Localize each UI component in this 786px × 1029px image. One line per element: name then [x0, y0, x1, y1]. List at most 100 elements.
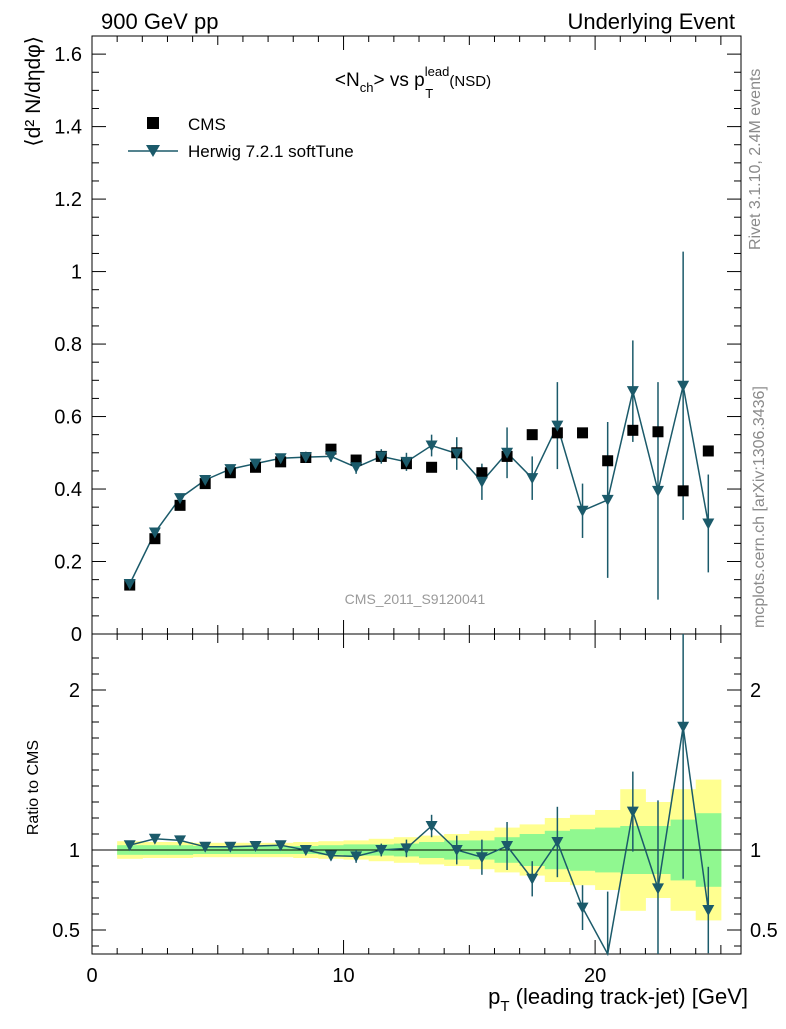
main-y-tick-label: 0.4 [54, 479, 82, 501]
ratio-frame [91, 633, 742, 955]
mc-point [123, 578, 136, 590]
cms-point [149, 533, 161, 545]
ratio-y-tick-label-right: 2 [750, 680, 761, 702]
legend-cms-label: CMS [188, 115, 226, 134]
x-tick-label: 10 [332, 965, 354, 987]
ratio-point [148, 833, 161, 845]
main-y-tick-label: 1.4 [54, 117, 82, 139]
legend-mc-marker [146, 145, 160, 157]
side-label-bottom: mcplots.cern.ch [arXiv:1306.3436] [751, 386, 768, 628]
mc-point [400, 456, 413, 468]
cms-point [677, 485, 689, 497]
mc-point [174, 493, 187, 505]
title-part-mid: > vs p [373, 70, 424, 91]
mc-point [249, 458, 262, 470]
ratio-point [526, 873, 539, 885]
ratio-point [350, 851, 363, 863]
cms-point [652, 426, 664, 438]
ratio-point [651, 883, 664, 895]
ratio-point [475, 852, 488, 864]
header-right: Underlying Event [567, 9, 735, 34]
mc-point [324, 451, 337, 463]
x-axis-label: pT (leading track-jet) [GeV] [488, 984, 748, 1015]
ratio-point [702, 905, 715, 916]
ratio-point [123, 840, 136, 852]
mc-point [425, 440, 438, 452]
cms-point [325, 443, 337, 455]
ratio-point [174, 835, 187, 847]
cms-point [476, 467, 488, 479]
ratio-point [249, 841, 262, 852]
cms-point [577, 427, 589, 439]
main-y-tick-label: 1.6 [54, 44, 82, 66]
title-part-tail: (NSD) [445, 73, 491, 90]
mc-point [601, 494, 614, 506]
mc-point [576, 505, 589, 517]
header-left: 900 GeV pp [101, 9, 218, 34]
cms-point [526, 429, 538, 441]
cms-point [174, 499, 186, 511]
cms-point [350, 454, 362, 466]
ratio-point [375, 845, 388, 856]
mc-point [551, 420, 564, 432]
mc-point [199, 474, 212, 486]
xlabel-part-p: p [488, 984, 500, 1009]
title-part-sub2: T [425, 86, 433, 101]
ratio-point [677, 721, 690, 733]
ratio-point [224, 841, 237, 853]
ratio-point [551, 837, 564, 848]
cms-point [602, 455, 614, 467]
ratio-point [450, 845, 463, 856]
ratio-panel: 0 10 20 0.5 0.5 1 1 2 2 [52, 633, 778, 987]
ratio-y-tick-label: 1 [69, 840, 80, 862]
ratio-point [400, 843, 413, 855]
ratio-point [299, 845, 312, 856]
main-panel: 0 0.2 0.4 0.6 0.8 1 1.2 1.4 1.6 [54, 35, 742, 646]
main-y-tick-label: 0.8 [54, 334, 82, 356]
main-y-tick-label: 0.2 [54, 552, 82, 574]
watermark: CMS_2011_S9120041 [345, 591, 486, 607]
mc-point [626, 386, 639, 398]
mc-point [526, 473, 539, 485]
mc-line [129, 385, 710, 585]
ratio-point [274, 840, 287, 852]
cms-point [702, 445, 714, 457]
x-tick-label: 0 [86, 965, 97, 987]
mc-point [299, 452, 312, 464]
main-ylabel: ⟨d² N/dηdφ⟩ [22, 36, 45, 147]
mc-point [375, 451, 388, 463]
ratio-point [425, 821, 438, 832]
ratio-point [626, 806, 639, 818]
main-y-tick-label: 1.2 [54, 189, 82, 211]
ratio-line [129, 726, 710, 957]
ratio-point [199, 841, 212, 853]
mc-point [148, 527, 161, 539]
side-label-top: Rivet 3.1.10, 2.4M events [747, 69, 764, 250]
x-tick-label: 20 [584, 965, 606, 987]
mc-point [501, 447, 514, 459]
ratio-y-tick-label: 2 [69, 680, 80, 702]
cms-point [426, 461, 438, 473]
mc-point [350, 462, 363, 474]
cms-point [551, 427, 563, 439]
ratio-point [576, 902, 589, 914]
mc-point [651, 485, 664, 497]
title-part-sup: lead [425, 64, 450, 79]
mc-point [702, 518, 715, 530]
ratio-point [324, 850, 337, 862]
mc-point [450, 448, 463, 460]
ratio-y-tick-label: 0.5 [52, 920, 80, 942]
main-y-tick-label: 0.6 [54, 407, 82, 429]
ratio-point [501, 841, 514, 852]
xlabel-part-sub: T [500, 998, 509, 1015]
title-part-main: <N [335, 70, 360, 91]
xlabel-part-rest: (leading track-jet) [GeV] [510, 984, 748, 1009]
mc-point [224, 464, 237, 476]
chart-title: <Nch> vs plead T (NSD) [335, 64, 491, 101]
ratio-y-tick-label-right: 0.5 [750, 920, 778, 942]
mc-point [274, 453, 287, 465]
legend-mc-label: Herwig 7.2.1 softTune [188, 142, 354, 161]
title-part-sub1: ch [360, 80, 374, 95]
mc-point [475, 476, 488, 488]
